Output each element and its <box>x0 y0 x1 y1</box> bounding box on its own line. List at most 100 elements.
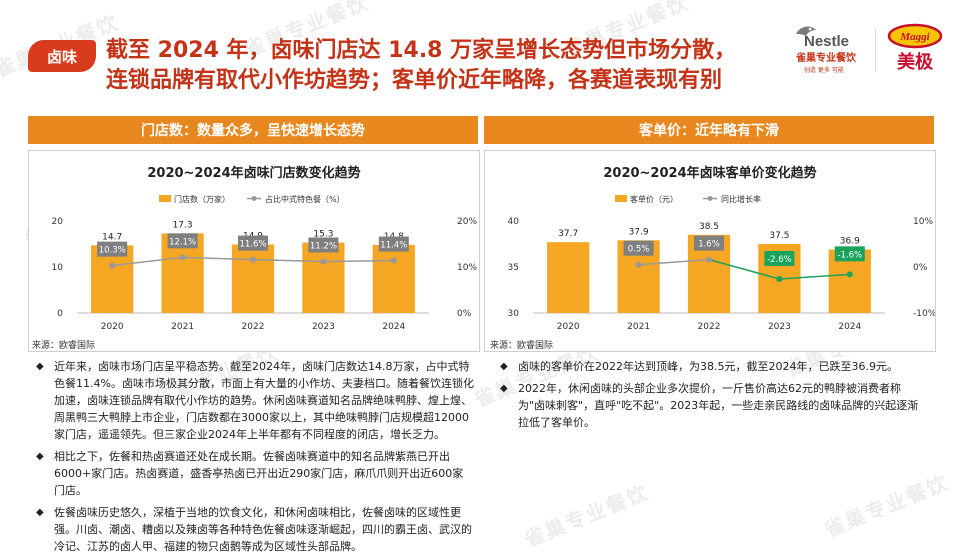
bar-value-label: 37.5 <box>769 231 789 241</box>
right-bullet: ◆ 卤味的客单价在2022年达到顶峰，为38.5元，截至2024年，已跌至36.9… <box>498 358 928 375</box>
store-count-chart: 2020~2024年卤味门店数变化趋势 门店数（万家） 占比中式特色餐（%） 0 10 2… <box>28 150 480 352</box>
line-value-label: 12.1% <box>169 237 196 247</box>
bullet-diamond-icon: ◆ <box>500 361 508 372</box>
bar-value-label: 36.9 <box>840 237 860 247</box>
chart-title: 2020~2024年卤味客单价变化趋势 <box>603 165 816 181</box>
bar-value-label: 37.7 <box>558 229 578 239</box>
bullet-diamond-icon: ◆ <box>36 507 44 518</box>
x-tick-label: 2021 <box>171 322 194 332</box>
series-line-segment <box>252 258 324 263</box>
bar-value-label: 38.5 <box>699 222 719 232</box>
maggi-wordmark: Maggi <box>899 31 930 43</box>
series-line-segment <box>638 258 710 266</box>
line-value-label: -2.6% <box>767 255 792 265</box>
legend-line-label: 同比增长率 <box>721 194 761 204</box>
series-line-segment <box>708 258 780 280</box>
bar-value-label: 37.9 <box>629 227 649 237</box>
line-value-badge <box>834 246 865 262</box>
left-bullet: ◆ 佐餐卤味历史悠久，深植于当地的饮食文化，和休闲卤味相比，佐餐卤味的区域性更强。… <box>34 504 474 555</box>
line-point <box>179 254 186 261</box>
nestle-slogan: 创造 更多 可能 <box>804 66 844 74</box>
series-line-segment <box>182 256 254 261</box>
title-line-2: 连锁品牌有取代小作坊趋势；客单价近年略降，各赛道表现有别 <box>106 68 723 93</box>
y2-tick-label: 0% <box>457 309 472 319</box>
x-tick-label: 2021 <box>627 322 650 332</box>
left-bullet-text: 近年来，卤味市场门店呈平稳态势。截至2024年，卤味门店数达14.8万家，占中式… <box>54 360 474 441</box>
line-value-label: 10.3% <box>99 246 126 256</box>
legend-line-label: 占比中式特色餐（%） <box>265 194 345 204</box>
y2-tick-label: 10% <box>457 263 477 273</box>
line-value-badge <box>764 250 795 266</box>
series-line-segment <box>112 256 183 267</box>
line-value-label: 11.4% <box>380 241 407 251</box>
right-bullet: ◆ 2022年，休闲卤味的头部企业多次提价，一斤售价高达62元的鸭脖被消费者称为"… <box>498 380 928 431</box>
left-bullet: ◆ 近年来，卤味市场门店呈平稳态势。截至2024年，卤味门店数达14.8万家，占中… <box>34 358 474 443</box>
x-tick-label: 2023 <box>312 322 335 332</box>
category-tag: 卤味 <box>28 40 96 72</box>
watermark: 雀巢专业餐饮 <box>520 480 653 552</box>
legend-bar-swatch <box>159 195 171 202</box>
y2-tick-label: 0% <box>913 263 928 273</box>
x-tick-label: 2020 <box>557 322 580 332</box>
bullet-diamond-icon: ◆ <box>36 451 44 462</box>
right-bullet-list: ◆ 卤味的客单价在2022年达到顶峰，为38.5元，截至2024年，已跌至36.9… <box>498 358 928 436</box>
logo-divider <box>875 28 876 72</box>
y-tick-label: 35 <box>508 263 519 273</box>
bar <box>302 242 345 313</box>
right-bullet-text: 2022年，休闲卤味的头部企业多次提价，一斤售价高达62元的鸭脖被消费者称为"卤… <box>518 382 919 429</box>
line-value-badge <box>694 235 724 251</box>
line-point <box>635 261 642 268</box>
bar <box>91 245 134 313</box>
nestle-bird-icon <box>796 26 816 36</box>
series-line-segment <box>779 273 850 280</box>
series-line-segment <box>323 259 394 263</box>
x-tick-label: 2020 <box>101 322 124 332</box>
maggi-cn-wordmark: 美极 <box>897 51 934 73</box>
line-point <box>250 256 256 263</box>
bullet-diamond-icon: ◆ <box>36 361 44 372</box>
bullet-diamond-icon: ◆ <box>500 383 508 394</box>
nestle-wordmark: Nestle <box>804 33 849 50</box>
bar-value-label: 17.3 <box>173 220 193 230</box>
x-tick-label: 2024 <box>382 322 405 332</box>
maggi-logo: Maggi 美极 <box>887 23 943 73</box>
line-point <box>390 257 397 264</box>
line-value-badge <box>623 240 654 256</box>
line-value-badge <box>378 236 409 252</box>
legend-bar-label: 门店数（万家） <box>174 194 230 204</box>
line-point <box>776 275 783 282</box>
left-bullet: ◆ 相比之下，佐餐和热卤赛道还处在成长期。佐餐卤味赛道中的知名品牌紫燕已开出600… <box>34 448 474 499</box>
left-bullet-list: ◆ 近年来，卤味市场门店呈平稳态势。截至2024年，卤味门店数达14.8万家，占中… <box>34 358 474 560</box>
legend-bar-swatch <box>615 195 627 202</box>
line-value-label: -1.6% <box>837 250 862 260</box>
right-source: 来源：欧睿国际 <box>490 341 554 351</box>
page-title: 截至 2024 年，卤味门店达 14.8 万家呈增长态势但市场分散， 连锁品牌有… <box>106 36 736 96</box>
legend-bar-label: 客单价（元） <box>630 194 678 204</box>
right-panel-title: 客单价：近年略有下滑 <box>484 116 934 144</box>
legend-line-marker <box>251 196 257 201</box>
line-value-label: 11.2% <box>310 241 337 251</box>
nestle-sub: 雀巢专业餐饮 <box>795 51 857 64</box>
y2-tick-label: 20% <box>457 217 477 227</box>
y-tick-label: 40 <box>508 217 520 227</box>
nestle-logo: Nestle 雀巢专业餐饮 创造 更多 可能 <box>795 26 857 74</box>
bar <box>547 242 590 313</box>
left-source: 来源：欧睿国际 <box>32 341 96 351</box>
line-value-label: 0.5% <box>628 245 650 255</box>
chart-title: 2020~2024年卤味门店数变化趋势 <box>147 165 360 181</box>
line-point <box>320 258 327 265</box>
left-bullet-text: 佐餐卤味历史悠久，深植于当地的饮食文化，和休闲卤味相比，佐餐卤味的区域性更强。川… <box>54 506 472 553</box>
left-bullet-text: 相比之下，佐餐和热卤赛道还处在成长期。佐餐卤味赛道中的知名品牌紫燕已开出6000… <box>54 450 464 497</box>
line-value-label: 11.6% <box>239 240 266 250</box>
y-tick-label: 20 <box>52 217 64 227</box>
y2-tick-label: -10% <box>913 309 935 319</box>
x-tick-label: 2023 <box>768 322 791 332</box>
x-tick-label: 2022 <box>698 322 721 332</box>
line-point <box>706 256 712 263</box>
title-line-1: 截至 2024 年，卤味门店达 14.8 万家呈增长态势但市场分散， <box>106 38 737 63</box>
watermark: 雀巢专业餐饮 <box>820 470 953 542</box>
x-tick-label: 2022 <box>242 322 265 332</box>
y2-tick-label: 10% <box>913 217 933 227</box>
price-chart: 2020~2024年卤味客单价变化趋势 客单价（元） 同比增长率 30 35 40 -10%… <box>484 150 936 352</box>
